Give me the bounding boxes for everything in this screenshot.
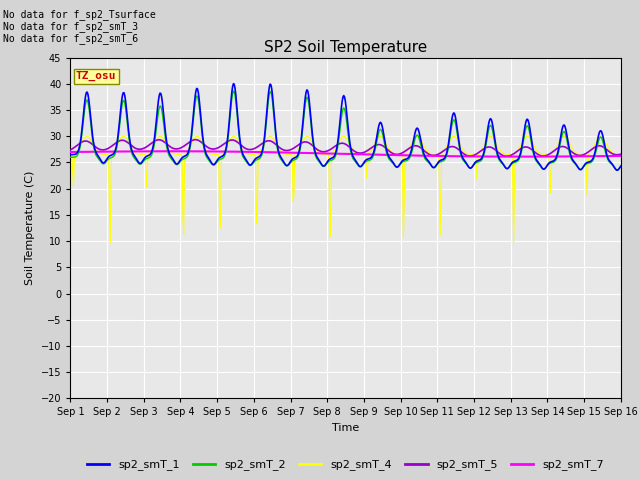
Legend: sp2_smT_1, sp2_smT_2, sp2_smT_4, sp2_smT_5, sp2_smT_7: sp2_smT_1, sp2_smT_2, sp2_smT_4, sp2_smT… bbox=[83, 455, 609, 475]
X-axis label: Time: Time bbox=[332, 423, 359, 433]
Text: No data for f_sp2_smT_3: No data for f_sp2_smT_3 bbox=[3, 21, 138, 32]
Y-axis label: Soil Temperature (C): Soil Temperature (C) bbox=[26, 171, 35, 285]
Text: TZ_osu: TZ_osu bbox=[76, 71, 116, 82]
Text: No data for f_sp2_smT_6: No data for f_sp2_smT_6 bbox=[3, 33, 138, 44]
Title: SP2 Soil Temperature: SP2 Soil Temperature bbox=[264, 40, 428, 55]
Text: No data for f_sp2_Tsurface: No data for f_sp2_Tsurface bbox=[3, 9, 156, 20]
